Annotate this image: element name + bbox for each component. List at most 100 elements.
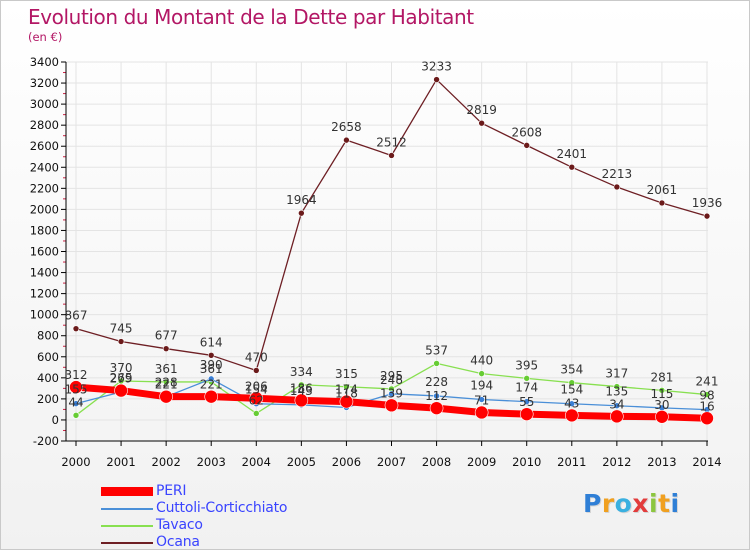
data-label-ocana: 470 <box>245 350 268 364</box>
data-label-cuttoli-corticchiato: 115 <box>650 387 673 401</box>
point-peri <box>114 383 128 398</box>
point-ocana <box>523 142 531 149</box>
point-tavaco <box>252 410 260 417</box>
data-label-ocana: 677 <box>155 329 178 343</box>
data-label-cuttoli-corticchiato: 228 <box>155 376 178 390</box>
data-label-tavaco: 241 <box>696 375 719 389</box>
data-label-peri: 34 <box>609 397 624 411</box>
point-cuttoli-corticchiato <box>523 398 531 405</box>
point-ocana <box>568 163 576 171</box>
data-labels: 312 279 221 221 206 186 174 139 112 71 55 43 34 30 16 1… <box>65 60 723 414</box>
point-peri <box>69 380 83 394</box>
point-ocana <box>613 183 621 191</box>
data-label-tavaco: 62 <box>249 393 264 407</box>
data-label-tavaco: 440 <box>470 354 493 368</box>
point-peri <box>564 408 579 423</box>
point-ocana <box>478 119 485 127</box>
data-label-cuttoli-corticchiato: 98 <box>699 389 714 403</box>
y-tick-label: 3000 <box>30 97 59 111</box>
data-label-peri: 221 <box>200 378 223 392</box>
data-label-ocana: 1936 <box>692 196 723 210</box>
y-tick-label: 1800 <box>30 223 59 237</box>
y-tick-label: 400 <box>37 371 59 385</box>
legend-swatch <box>101 525 153 527</box>
data-label-ocana: 2658 <box>331 120 362 134</box>
logo-letter: x <box>632 489 649 518</box>
y-tick-label: 3200 <box>30 76 59 90</box>
point-ocana <box>298 209 305 217</box>
point-peri <box>159 389 173 404</box>
point-ocana <box>162 345 170 352</box>
point-ocana <box>388 152 395 159</box>
logo-letter: t <box>658 489 671 518</box>
point-ocana <box>252 367 260 374</box>
data-label-peri: 186 <box>290 381 313 395</box>
data-label-ocana: 2213 <box>602 167 633 181</box>
data-label-cuttoli-corticchiato: 135 <box>605 385 628 399</box>
data-label-tavaco: 44 <box>68 395 83 409</box>
data-label-ocana: 2401 <box>557 147 588 161</box>
data-label-cuttoli-corticchiato: 194 <box>470 379 493 393</box>
point-ocana <box>117 338 125 345</box>
y-tick-label: 0 <box>52 413 59 427</box>
y-tick-label: 2800 <box>30 118 59 132</box>
x-tick-label: 2000 <box>61 455 90 469</box>
data-label-ocana: 2819 <box>466 103 497 117</box>
point-peri <box>249 391 264 406</box>
point-tavaco <box>658 387 666 394</box>
point-ocana <box>72 325 80 332</box>
data-label-cuttoli-corticchiato: 248 <box>380 373 403 387</box>
y-tick-label: 1200 <box>30 287 59 301</box>
data-label-tavaco: 370 <box>110 361 133 375</box>
point-tavaco <box>298 381 305 389</box>
data-label-peri: 16 <box>699 399 714 413</box>
x-tick-label: 2004 <box>242 455 271 469</box>
data-label-ocana: 867 <box>65 309 88 323</box>
data-label-tavaco: 395 <box>515 358 538 372</box>
point-cuttoli-corticchiato <box>72 400 80 407</box>
x-tick-label: 2001 <box>106 455 135 469</box>
point-peri <box>474 405 489 420</box>
point-peri <box>429 401 444 415</box>
data-label-cuttoli-corticchiato: 118 <box>335 387 358 401</box>
y-tick-label: 2400 <box>30 160 59 174</box>
point-peri <box>339 394 354 409</box>
y-tick-label: 1000 <box>30 308 59 322</box>
point-ocana <box>343 136 350 144</box>
axes: -200 0 200 400 600 800 1000 1200 1400 1600 1800 200… <box>30 55 722 469</box>
point-peri <box>655 409 669 424</box>
y-tick-label: 1600 <box>30 245 59 259</box>
data-label-cuttoli-corticchiato: 265 <box>110 371 133 385</box>
point-cuttoli-corticchiato <box>207 375 215 383</box>
logo-letter: P <box>583 489 602 518</box>
data-label-peri: 312 <box>65 368 88 382</box>
data-label-peri: 43 <box>564 396 579 410</box>
data-label-peri: 112 <box>425 389 448 403</box>
y-tick-label: 2200 <box>30 181 59 195</box>
point-peri <box>204 389 219 404</box>
data-label-peri: 30 <box>654 398 669 412</box>
point-peri <box>294 393 309 408</box>
legend-swatch <box>101 542 153 544</box>
data-label-cuttoli-corticchiato: 228 <box>425 375 448 389</box>
x-tick-label: 2002 <box>152 455 181 469</box>
data-label-tavaco: 537 <box>425 343 448 357</box>
data-label-ocana: 1964 <box>286 193 317 207</box>
proxiti-logo: Proxiti <box>583 489 680 518</box>
x-tick-label: 2003 <box>197 455 226 469</box>
logo-letter: i <box>649 489 659 518</box>
point-cuttoli-corticchiato <box>478 396 485 403</box>
point-ocana <box>207 352 215 359</box>
point-ocana <box>433 76 440 83</box>
x-tick-label: 2010 <box>512 455 541 469</box>
data-label-cuttoli-corticchiato: 143 <box>290 384 313 398</box>
legend-label: Ocana <box>156 534 200 550</box>
point-cuttoli-corticchiato <box>568 400 576 408</box>
point-tavaco <box>343 383 350 391</box>
series-lines <box>69 76 714 426</box>
point-peri <box>700 411 714 426</box>
data-label-tavaco: 361 <box>155 362 178 376</box>
data-label-ocana: 745 <box>110 322 133 336</box>
data-label-tavaco: 281 <box>650 370 673 384</box>
